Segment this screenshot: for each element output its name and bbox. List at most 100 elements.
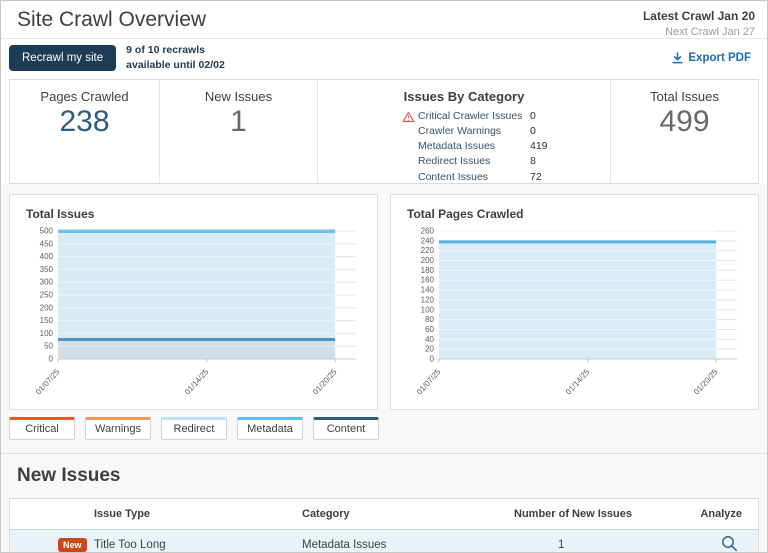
recrawl-quota-text: 9 of 10 recrawls available until 02/02	[126, 43, 225, 72]
svg-text:450: 450	[40, 239, 54, 248]
latest-crawl-label: Latest Crawl Jan 20	[642, 9, 755, 23]
analyze-search-button[interactable]	[721, 535, 738, 552]
category-cell: Metadata Issues	[302, 539, 387, 551]
table-header-row: Issue Type Category Number of New Issues…	[10, 499, 758, 530]
svg-text:01/20/25: 01/20/25	[311, 367, 339, 397]
category-item: Critical Crawler Issues 0	[402, 110, 610, 124]
legend-button-content[interactable]: Content	[313, 417, 379, 440]
category-link[interactable]: Crawler Warnings	[418, 125, 502, 138]
category-link[interactable]: Critical Crawler Issues	[418, 110, 523, 122]
category-item: Crawler Warnings 0	[402, 125, 610, 139]
table-body: New Title Too Long Metadata Issues 1	[10, 530, 758, 552]
chart-legend: Critical Warnings Redirect Metadata Content	[9, 417, 759, 440]
section-divider	[1, 453, 767, 454]
pages-crawled-value: 238	[59, 105, 110, 138]
header-number-of-new-issues: Number of New Issues	[514, 508, 632, 520]
recrawl-button[interactable]: Recrawl my site	[9, 45, 117, 71]
issues-by-category-title: Issues By Category	[403, 89, 525, 104]
svg-text:500: 500	[40, 227, 54, 236]
category-item: Redirect Issues 8	[402, 155, 610, 169]
legend-button-metadata[interactable]: Metadata	[237, 417, 303, 440]
new-issues-value: 1	[230, 105, 247, 138]
svg-text:200: 200	[40, 303, 54, 312]
svg-text:250: 250	[40, 291, 54, 300]
legend-button-warnings[interactable]: Warnings	[85, 417, 151, 440]
svg-text:120: 120	[421, 295, 435, 304]
svg-text:220: 220	[421, 246, 435, 255]
category-count: 419	[530, 140, 548, 153]
svg-text:80: 80	[425, 315, 434, 324]
stat-issues-by-category: Issues By Category Critical Crawler Issu…	[317, 80, 610, 183]
category-count: 0	[530, 125, 536, 138]
svg-text:400: 400	[40, 252, 54, 261]
svg-text:260: 260	[421, 227, 435, 236]
total-issues-chart-card: Total Issues 0 50 100 150 200 250 300 350 400 450…	[9, 194, 378, 410]
category-item: Metadata Issues 419	[402, 140, 610, 154]
stats-summary-row: Pages Crawled 238 New Issues 1 Issues By…	[9, 79, 759, 184]
stat-new-issues: New Issues 1	[159, 80, 317, 183]
svg-text:0: 0	[49, 355, 54, 364]
header-analyze: Analyze	[700, 508, 742, 520]
category-link[interactable]: Content Issues	[418, 170, 489, 183]
category-item: Content Issues 72	[402, 171, 610, 183]
header-issue-type: Issue Type	[94, 508, 151, 520]
svg-text:01/14/25: 01/14/25	[564, 367, 592, 397]
total-issues-chart-title: Total Issues	[26, 207, 95, 221]
category-count: 8	[530, 155, 536, 168]
svg-text:100: 100	[421, 305, 435, 314]
category-link[interactable]: Metadata Issues	[418, 140, 496, 153]
new-issues-count-cell: 1	[558, 539, 565, 551]
new-issues-section-title: New Issues	[17, 465, 121, 486]
total-issues-label: Total Issues	[650, 89, 719, 104]
svg-text:50: 50	[44, 342, 53, 351]
svg-text:180: 180	[421, 266, 435, 275]
total-issues-value: 499	[659, 105, 710, 138]
lower-section: Total Issues 0 50 100 150 200 250 300 350 400 450…	[1, 184, 767, 552]
page-header: Site Crawl Overview Latest Crawl Jan 20 …	[1, 1, 767, 39]
svg-text:240: 240	[421, 236, 435, 245]
svg-text:150: 150	[40, 316, 54, 325]
svg-text:0: 0	[430, 355, 435, 364]
issues-by-category-list: Critical Crawler Issues 0 Crawler Warnings…	[318, 110, 610, 183]
legend-button-critical[interactable]: Critical	[9, 417, 75, 440]
svg-text:01/07/25: 01/07/25	[415, 367, 443, 397]
recrawl-quota-line2: available until 02/02	[126, 59, 225, 71]
stat-total-issues: Total Issues 499	[610, 80, 758, 183]
category-count: 72	[530, 170, 542, 183]
svg-text:01/14/25: 01/14/25	[183, 367, 211, 397]
page-title: Site Crawl Overview	[17, 8, 207, 31]
svg-text:350: 350	[40, 265, 54, 274]
svg-text:140: 140	[421, 286, 435, 295]
svg-text:01/20/25: 01/20/25	[692, 367, 720, 397]
recrawl-quota-line1: 9 of 10 recrawls	[126, 44, 205, 57]
crawl-dates: Latest Crawl Jan 20 Next Crawl Jan 27	[643, 8, 755, 40]
warning-icon	[402, 111, 418, 123]
export-pdf-link[interactable]: Export PDF	[672, 52, 751, 64]
svg-text:40: 40	[425, 335, 434, 344]
header-category: Category	[302, 508, 350, 520]
svg-text:100: 100	[40, 329, 54, 338]
export-pdf-label: Export PDF	[688, 52, 751, 64]
charts-row: Total Issues 0 50 100 150 200 250 300 350 400 450…	[9, 184, 759, 410]
svg-text:160: 160	[421, 276, 435, 285]
svg-text:20: 20	[425, 345, 434, 354]
svg-text:200: 200	[421, 256, 435, 265]
svg-text:60: 60	[425, 325, 434, 334]
download-icon	[672, 52, 683, 64]
category-link[interactable]: Redirect Issues	[418, 155, 491, 168]
new-issues-table: Issue Type Category Number of New Issues…	[9, 498, 759, 552]
svg-text:01/07/25: 01/07/25	[34, 367, 62, 397]
toolbar: Recrawl my site 9 of 10 recrawls availab…	[1, 39, 767, 77]
total-issues-chart[interactable]: 0 50 100 150 200 250 300 350 400 450 500 01/07/25 01…	[24, 223, 363, 409]
pages-crawled-label: Pages Crawled	[40, 89, 129, 104]
total-pages-crawled-chart[interactable]: 0 20 40 60 80 100 120 140 160 180 200 220 240 260 01/0…	[405, 223, 744, 409]
issue-type-cell: Title Too Long	[94, 539, 166, 551]
next-crawl-label: Next Crawl Jan 27	[665, 25, 755, 38]
new-issues-label: New Issues	[204, 89, 273, 104]
svg-text:300: 300	[40, 278, 54, 287]
table-row: New Title Too Long Metadata Issues 1	[10, 530, 758, 552]
search-icon	[722, 536, 738, 552]
total-pages-crawled-chart-title: Total Pages Crawled	[407, 207, 524, 221]
legend-button-redirect[interactable]: Redirect	[161, 417, 227, 440]
